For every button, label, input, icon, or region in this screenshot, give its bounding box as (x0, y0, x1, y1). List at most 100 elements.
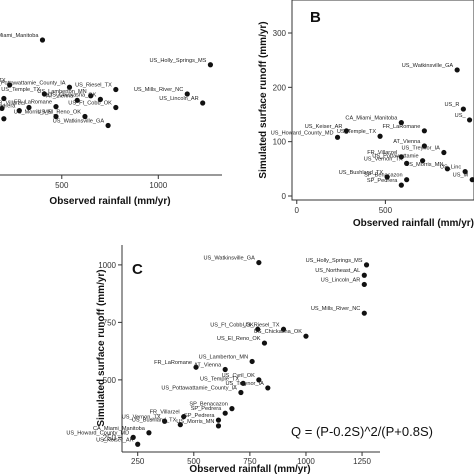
point-label: US_R (444, 102, 459, 108)
point-label: CA_Miami_Manitoba (93, 426, 146, 432)
point-label: SP_Benacazon (364, 173, 403, 179)
y-axis-title: Simulated surface runoff (mm/yr) (258, 21, 269, 178)
data-point (181, 414, 187, 420)
data-point (398, 154, 404, 160)
panel-b: B 0 100 200 300 0 500 Observed rainfall (mm/yr)… (258, 0, 474, 229)
data-point (222, 410, 228, 416)
point-label: FR_Villarzel (367, 150, 397, 156)
x-tick-label: 500 (379, 206, 393, 215)
data-point (146, 430, 152, 436)
point-label: US_Keiser_AR (96, 437, 134, 443)
point-label: SP_Pedrera (367, 178, 398, 184)
data-point (193, 364, 199, 370)
panel-c: C 250 500 750 1000 250 500 750 1000 1250 Observed … (66, 245, 433, 474)
data-point (238, 389, 244, 396)
point-label: AT_Vienna (46, 93, 74, 99)
x-tick-label: 500 (55, 181, 69, 190)
x-tick-label: 1000 (149, 181, 167, 190)
data-point (229, 406, 235, 412)
point-label: US_Holly_Springs_MS (150, 58, 207, 64)
point-label: US_El_Reno_OK (37, 110, 81, 116)
point-label: FR_LaRomane (14, 100, 52, 106)
point-label: US_Morris_MN (176, 419, 214, 425)
point-label: US_Howard_County_MD (271, 130, 334, 136)
point-label: US_Vernon_TX (0, 78, 6, 84)
data-point (16, 108, 22, 114)
data-point (421, 128, 427, 134)
data-point (66, 84, 73, 90)
y-tick-label: 200 (273, 83, 287, 92)
point-label: FR_LaRomane (382, 124, 420, 130)
point-label: CA_Miami_Manitoba (0, 33, 39, 39)
data-point (7, 82, 13, 88)
point-label: US_Watkinsville_GA (53, 119, 105, 125)
point-label: US_Ft_Cobb_OK (68, 101, 112, 107)
data-point (334, 134, 341, 140)
point-label: US_Vernon_TX (122, 414, 161, 420)
point-label: AT_Vienna (393, 139, 421, 145)
point-label: US_Pottawattamie_County_IA (161, 386, 237, 392)
point-label: US_Temple_TX (1, 87, 40, 93)
data-point (466, 117, 473, 123)
data-point (361, 281, 367, 288)
point-label: US_Linc (440, 165, 461, 171)
data-point (215, 423, 222, 429)
data-point (162, 418, 168, 424)
data-point (377, 133, 383, 139)
point-label: SP_Benacazon (189, 402, 228, 408)
point-label: US_Bushland_TX (339, 170, 384, 176)
point-label: US_Pottawattamie_County_IA (0, 80, 66, 86)
point-label: AT_Vienna (194, 363, 222, 369)
data-point (135, 441, 141, 447)
data-point (0, 105, 5, 111)
data-point (105, 122, 111, 129)
x-tick-label: 500 (187, 457, 201, 466)
data-point (53, 113, 59, 120)
point-label: FR_Villarzel (150, 410, 180, 416)
plot-frame (291, 0, 474, 201)
point-label: US_Vernon_TX (364, 156, 403, 162)
data-point (384, 174, 390, 180)
point-label: US_Lincoln_AR (159, 96, 199, 102)
point-label: US_Bushland_TX (132, 418, 177, 424)
point-label: FR_LaRomane (154, 360, 192, 366)
data-point (255, 326, 261, 332)
point-label: US_Lincoln_AR (321, 277, 361, 283)
data-point (404, 160, 410, 166)
point-label: US_Riesel_TX (243, 322, 280, 328)
data-point (404, 177, 410, 183)
point-label: US_ (455, 113, 467, 119)
point-label: FR_Villarzel (0, 101, 25, 107)
point-label: US_Pottawattamie (372, 154, 418, 160)
point-label: US_Howard_County_MD (66, 430, 129, 436)
point-label: US_M (453, 173, 469, 179)
point-label: US_Morris_MN (14, 110, 52, 116)
y-tick-label: 100 (273, 138, 287, 147)
data-point (1, 116, 7, 122)
point-label: US_Morris_MN (405, 162, 443, 168)
data-point (130, 434, 136, 440)
point-label: US_Lamberton_MN (199, 354, 248, 360)
y-axis-title: Simulated surface runoff (mm/yr) (96, 269, 107, 426)
point-label: CA_Miami_Manitoba (345, 116, 398, 122)
point-label: SP_Pedrera (0, 104, 16, 110)
point-label: US_Northeast_AL (315, 268, 360, 274)
data-point (441, 149, 447, 156)
data-point (113, 104, 119, 111)
data-point (361, 272, 367, 278)
data-point (207, 62, 214, 68)
x-axis-title: Observed rainfall (mm/yr) (189, 464, 310, 474)
data-point (184, 91, 190, 97)
data-point (420, 158, 426, 164)
data-point (421, 143, 427, 149)
point-label: US_Mills_River_NC (311, 306, 360, 312)
y-tick-label: 250 (103, 433, 117, 442)
y-tick-label: 500 (103, 376, 117, 385)
x-tick-label: 0 (295, 206, 300, 215)
data-point (361, 310, 367, 316)
data-point (41, 91, 48, 97)
data-point (265, 385, 271, 391)
point-label: US_Keiser_AR (305, 124, 343, 130)
point-label: US_Chickasha_OK (48, 92, 96, 98)
point-label: US_Riesel_TX (75, 83, 112, 89)
